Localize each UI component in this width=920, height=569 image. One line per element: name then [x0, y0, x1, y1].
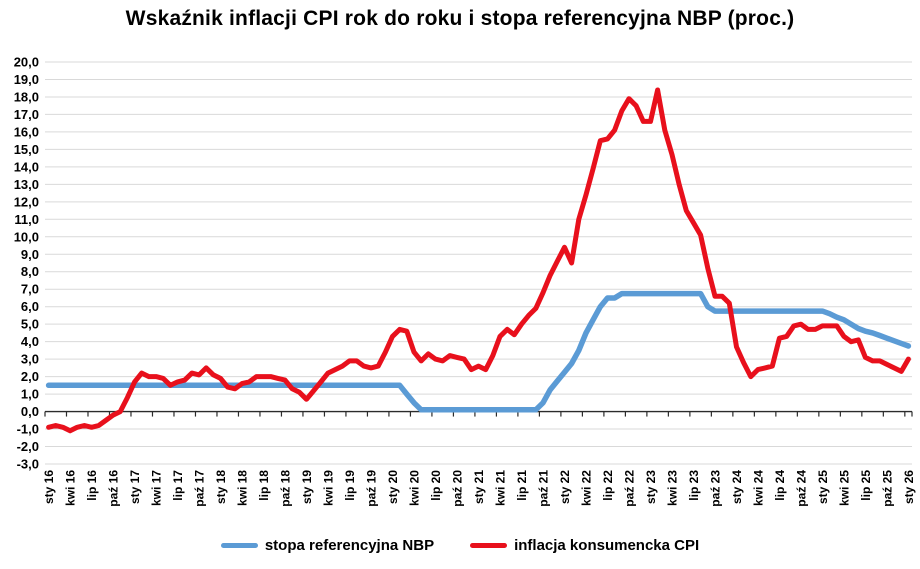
x-tick-label: kwi 22: [579, 470, 593, 506]
y-tick-label: 12,0: [14, 194, 39, 209]
nbp-rate-line: [45, 290, 912, 413]
x-tick-label: kwi 24: [751, 470, 765, 506]
gridlines: [45, 61, 912, 465]
x-tick-label: lip 25: [859, 470, 873, 501]
y-tick-label: 20,0: [14, 55, 39, 70]
y-tick-label: 10,0: [14, 229, 39, 244]
y-tick-label: -2,0: [17, 439, 39, 454]
x-tick-label: paź 22: [622, 470, 636, 507]
y-tick-label: 16,0: [14, 124, 39, 139]
y-tick-label: 19,0: [14, 72, 39, 87]
y-tick-label: 14,0: [14, 159, 39, 174]
x-tick-label: sty 18: [214, 470, 228, 504]
x-tick-label: lip 22: [601, 470, 615, 501]
x-tick-label: kwi 25: [837, 470, 851, 506]
x-axis-labels: sty 16 kwi 16 lip 16 paź 16 sty 17 kwi 17 lip …: [42, 470, 916, 507]
y-tick-label: 0,0: [21, 404, 39, 419]
y-tick-label: 4,0: [21, 334, 39, 349]
legend-label-nbp: stopa referencyjna NBP: [264, 537, 435, 554]
x-tick-label: sty 17: [128, 470, 142, 504]
y-tick-label: 15,0: [14, 142, 39, 157]
x-tick-label: lip 19: [343, 470, 357, 501]
x-tick-label: paź 23: [708, 470, 722, 507]
cpi-line-marker: [470, 543, 508, 548]
y-tick-label: 8,0: [21, 264, 39, 279]
y-tick-label: 2,0: [21, 369, 39, 384]
x-tick-label: paź 24: [794, 470, 808, 507]
x-tick-label: paź 25: [880, 470, 894, 507]
x-tick-label: paź 21: [536, 470, 550, 507]
x-tick-label: kwi 21: [493, 470, 507, 506]
x-tick-label: kwi 20: [408, 470, 422, 506]
x-tick-label: paź 16: [107, 470, 121, 507]
x-tick-label: kwi 23: [665, 470, 679, 506]
chart-title: Wskaźnik inflacji CPI rok do roku i stop…: [125, 7, 795, 30]
x-tick-label: sty 16: [42, 470, 56, 504]
x-tick-label: paź 18: [279, 470, 293, 507]
cpi-inflation-line: [46, 87, 911, 434]
x-tick-label: kwi 16: [64, 470, 78, 506]
x-tick-label: lip 16: [85, 470, 99, 501]
x-tick-label: paź 17: [193, 470, 207, 507]
x-tick-label: sty 21: [472, 470, 486, 504]
legend-item-cpi: inflacja konsumencka CPI: [470, 537, 699, 554]
y-tick-label: -1,0: [17, 422, 39, 437]
y-tick-label: 13,0: [14, 177, 39, 192]
x-tick-label: sty 23: [644, 470, 658, 504]
y-tick-label: 5,0: [21, 317, 39, 332]
x-tick-label: lip 18: [257, 470, 271, 501]
x-tick-label: lip 17: [171, 470, 185, 501]
y-tick-label: 18,0: [14, 89, 39, 104]
chart-legend: stopa referencyjna NBP inflacja konsumen…: [0, 537, 920, 554]
nbp-line-marker: [220, 543, 258, 548]
x-tick-label: paź 20: [451, 470, 465, 507]
x-tick-label: sty 20: [386, 470, 400, 504]
x-tick-label: sty 19: [300, 470, 314, 504]
x-tick-label: kwi 17: [150, 470, 164, 506]
x-tick-label: lip 20: [429, 470, 443, 501]
y-tick-label: 6,0: [21, 299, 39, 314]
y-tick-label: 7,0: [21, 282, 39, 297]
x-tick-label: paź 19: [365, 470, 379, 507]
x-tick-label: sty 22: [558, 470, 572, 504]
x-tick-label: lip 24: [773, 470, 787, 501]
x-tick-label: sty 26: [902, 470, 916, 504]
x-tick-label: sty 25: [816, 470, 830, 504]
y-tick-label: 1,0: [21, 387, 39, 402]
y-tick-label: -3,0: [17, 457, 39, 472]
y-tick-label: 11,0: [14, 212, 39, 227]
y-tick-label: 9,0: [21, 247, 39, 262]
x-tick-label: sty 24: [730, 470, 744, 504]
y-axis-labels: 20,0 19,0 18,0 17,0 16,0 15,0 14,0 13,0 12,0 11,0…: [14, 55, 39, 472]
x-tick-label: kwi 18: [236, 470, 250, 506]
x-tick-label: lip 23: [687, 470, 701, 501]
legend-label-cpi: inflacja konsumencka CPI: [514, 537, 700, 554]
y-tick-label: 3,0: [21, 352, 39, 367]
x-tick-label: kwi 19: [322, 470, 336, 506]
x-tick-label: lip 21: [515, 470, 529, 501]
legend-item-nbp: stopa referencyjna NBP: [220, 537, 435, 554]
y-tick-label: 17,0: [14, 107, 39, 122]
